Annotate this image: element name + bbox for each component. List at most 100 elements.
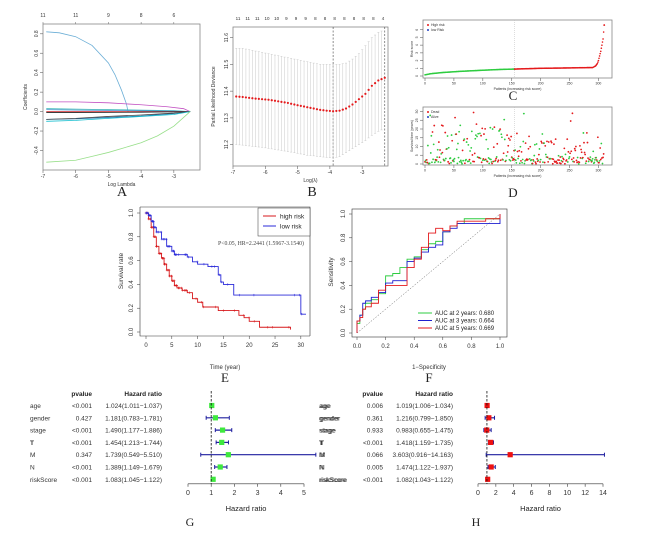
alive-point — [488, 162, 491, 165]
alive-point — [479, 157, 482, 160]
dead-point — [578, 161, 581, 164]
x-tick-label: 4 — [512, 490, 516, 497]
y-axis-label: Coefficients — [23, 83, 29, 110]
censor-mark — [177, 253, 180, 256]
alive-point — [594, 158, 596, 161]
mean-point — [377, 79, 380, 82]
censor-mark — [159, 252, 163, 255]
panel-g-univariate-forest: pvalue Hazard ratio age <0.001 1.024(1.011−1… — [30, 391, 346, 529]
alive-point — [543, 142, 545, 145]
legend-label: AUC at 3 years: 0.664 — [435, 319, 495, 325]
dead-point — [565, 159, 568, 161]
hazard-ratio-marker — [209, 402, 215, 409]
panel-label: E — [221, 370, 229, 385]
alive-point — [503, 138, 506, 141]
censor-mark — [238, 293, 241, 297]
alive-point — [521, 158, 524, 161]
dead-point — [583, 151, 586, 154]
alive-point — [517, 157, 519, 160]
x-tick-label: -6 — [263, 170, 268, 176]
dead-point — [451, 139, 454, 142]
y-tick-label: 30 — [415, 110, 419, 114]
alive-point — [533, 143, 536, 146]
censor-mark — [159, 230, 163, 234]
alive-point — [582, 132, 585, 134]
variable-label: T — [30, 440, 34, 447]
coefficient-path — [46, 101, 191, 112]
alive-point — [439, 161, 442, 164]
censor-mark — [156, 230, 160, 234]
censor-mark — [181, 289, 184, 292]
alive-point — [465, 141, 468, 143]
alive-point — [463, 138, 466, 140]
dead-point — [529, 145, 532, 148]
dead-point — [473, 160, 476, 163]
censor-mark — [298, 293, 301, 297]
mean-point — [260, 98, 264, 101]
censor-mark — [222, 309, 225, 312]
panel-d-survival-status: 0 50 100 150 200 250 300 0 5 10 15 20 25 30 Patients (… — [410, 106, 613, 200]
alive-point — [596, 160, 599, 163]
mean-point — [312, 107, 315, 110]
mean-point — [328, 109, 331, 113]
dead-point — [486, 160, 489, 163]
top-axis-label: 10 — [274, 16, 280, 21]
censor-mark — [165, 268, 169, 272]
alive-point — [457, 156, 460, 159]
mean-point — [335, 109, 338, 113]
alive-point — [447, 146, 450, 149]
censor-mark — [178, 286, 181, 290]
dead-point — [581, 156, 584, 159]
y-tick-label: 0.8 — [129, 232, 135, 241]
panel-h-multivariate-forest: pvalue Hazard ratio age 0.006 1.019(1.006−1.… — [320, 391, 607, 529]
alive-point — [503, 118, 506, 121]
alive-point — [514, 149, 517, 152]
censor-mark — [168, 274, 171, 278]
alive-point — [436, 148, 439, 151]
variable-label: stage — [320, 428, 336, 435]
x-tick-label: 0.4 — [410, 344, 419, 350]
alive-point — [533, 154, 536, 157]
y-tick-label: 0.4 — [129, 280, 135, 289]
censor-mark — [271, 326, 274, 329]
y-tick-label: 11.4 — [224, 86, 230, 96]
hazard-ratio-marker — [485, 476, 491, 482]
x-axis-label: Patients (increasing risk score) — [494, 87, 542, 91]
alive-point — [518, 162, 521, 165]
x-axis-label: Hazard ratio — [520, 504, 561, 513]
alive-point — [537, 159, 540, 162]
mean-point — [280, 100, 283, 103]
y-tick-label: 0.0 — [129, 327, 135, 336]
alive-point — [432, 143, 435, 146]
dead-point — [493, 126, 496, 129]
y-axis-label: Risk score — [410, 41, 414, 57]
alive-point — [470, 147, 473, 149]
panel-label: A — [117, 185, 128, 200]
x-tick-label: 0.8 — [467, 344, 476, 350]
x-tick-label: 10 — [563, 490, 571, 497]
alive-point — [459, 159, 462, 162]
dead-point — [492, 160, 495, 163]
mean-point — [373, 82, 377, 85]
mean-point — [235, 95, 238, 98]
censor-mark — [183, 289, 186, 292]
panel-f-roc: 0.0 0.2 0.4 0.6 0.8 1.0 0.0 0.2 0.4 0.6 0.8 1.0 1−Sp… — [328, 208, 508, 385]
mean-point — [380, 78, 383, 81]
hazard-ratio-cell: 1.454(1.213−1.744) — [105, 440, 162, 447]
mean-point — [286, 101, 289, 105]
alive-point — [453, 157, 456, 160]
top-axis-label: 8 — [314, 16, 317, 21]
dead-point — [555, 160, 558, 163]
panel-c-risk-score: 0 50 100 150 200 250 300 0 1 2 3 4 5 6 Patients (incre… — [410, 19, 613, 103]
alive-point — [523, 162, 526, 165]
mean-point — [325, 109, 328, 112]
dead-point — [480, 161, 483, 164]
censor-mark — [162, 257, 166, 260]
dead-point — [442, 124, 444, 127]
dead-point — [571, 112, 574, 115]
alive-point — [437, 160, 440, 163]
dead-point — [496, 142, 499, 145]
x-tick-label: -7 — [231, 170, 236, 176]
risk-point — [599, 52, 601, 55]
alive-point — [474, 137, 477, 140]
